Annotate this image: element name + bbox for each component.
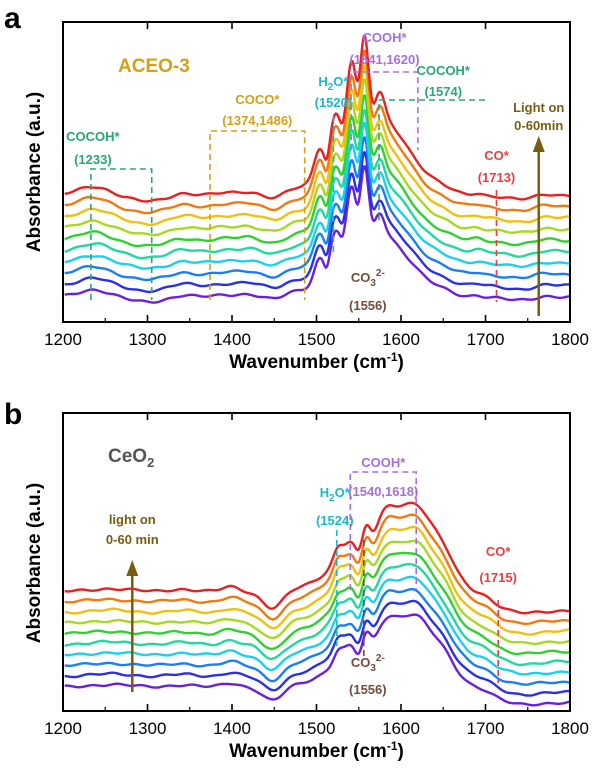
annotation-co-value: (1713) <box>478 170 516 185</box>
x-axis-title: Wavenumber (cm-1) <box>229 739 404 762</box>
light-label-line1: light on <box>109 512 156 527</box>
spectrum-line-2 <box>64 599 570 697</box>
y-axis-title: Absorbance (a.u.) <box>24 483 45 643</box>
spectrum-line-2 <box>64 151 570 294</box>
spectrum-line-8 <box>64 525 570 636</box>
x-tick-label: 1600 <box>382 330 420 349</box>
spectrum-line-5 <box>64 563 570 667</box>
panel-a: a 1200 1300 1400 1500 1600 1700 1800 Wavenumber … <box>4 2 589 373</box>
x-tick-label: 1300 <box>129 719 167 738</box>
spectrum-line-5 <box>64 109 570 260</box>
spectrum-line-1 <box>64 613 570 707</box>
spectrum-line-4 <box>64 575 570 676</box>
spectrum-line-1 <box>64 165 570 304</box>
spectrum-line-6 <box>64 551 570 656</box>
chart-title: ACEO-3 <box>118 56 190 77</box>
y-axis-title: Absorbance (a.u.) <box>24 92 45 252</box>
annotation-co-label: CO* <box>486 544 512 559</box>
chart-title: CeO2 <box>108 446 154 470</box>
x-tick-label: 1800 <box>551 330 589 349</box>
annotation-co3-label: CO32- <box>351 268 385 289</box>
x-tick-label: 1500 <box>298 719 336 738</box>
annotation-cocoh-right-bracket <box>378 99 486 220</box>
annotation-co-value: (1715) <box>479 570 517 585</box>
panel-letter: a <box>4 2 21 35</box>
x-axis-title: Wavenumber (cm-1) <box>229 350 404 373</box>
panel-letter: b <box>4 398 22 431</box>
annotation-cocoh-left-value: (1233) <box>74 152 112 167</box>
x-tick-label: 1700 <box>467 719 505 738</box>
annotation-cooh-value: (1540,1618) <box>348 484 418 499</box>
spectrum-line-3 <box>64 588 570 686</box>
x-tick-label: 1300 <box>129 330 167 349</box>
annotation-co3-value: (1556) <box>349 682 387 697</box>
light-arrow-head <box>532 136 545 152</box>
light-arrow-head <box>126 560 139 576</box>
x-tick-label: 1700 <box>467 330 505 349</box>
spectrum-line-10 <box>64 34 570 203</box>
spectrum-line-6 <box>64 94 570 248</box>
panel-b: b 1200 1300 1400 1500 1600 1700 1800 Wavenumber … <box>4 398 589 762</box>
light-label-line2: 0-60min <box>514 118 563 133</box>
x-tick-label: 1200 <box>44 719 82 738</box>
x-tick-label: 1600 <box>382 719 420 738</box>
annotation-coco-bracket <box>209 130 306 300</box>
spectrum-line-8 <box>64 64 570 227</box>
light-label-line2: 0-60 min <box>106 532 159 547</box>
annotation-cooh-bracket <box>349 471 418 590</box>
x-tick-label: 1200 <box>44 330 82 349</box>
annotation-coco-label: COCO* <box>235 92 280 107</box>
annotation-cocoh-right-label: COCOH* <box>417 63 471 78</box>
spectrum-line-9 <box>64 49 570 215</box>
annotation-co3-value: (1556) <box>349 298 387 313</box>
annotation-cocoh-right-value: (1574) <box>424 84 462 99</box>
annotation-cooh-value: (1541,1620) <box>349 52 419 67</box>
annotation-cocoh-left-label: COCOH* <box>66 129 120 144</box>
annotation-cooh-label: COOH* <box>362 30 407 45</box>
spectra <box>64 34 570 304</box>
annotation-h2o-value: (1520) <box>315 95 353 110</box>
annotation-cooh-label: COOH* <box>361 455 406 470</box>
x-tick-label: 1400 <box>213 330 251 349</box>
annotation-h2o-label: H2O* <box>320 485 351 504</box>
light-label-line1: Light on <box>513 100 564 115</box>
spectrum-line-7 <box>64 539 570 646</box>
annotation-cocoh-left-bracket <box>90 168 153 300</box>
x-tick-label: 1400 <box>213 719 251 738</box>
spectrum-line-7 <box>64 78 570 237</box>
annotation-coco-value: (1374,1486) <box>222 113 292 128</box>
annotation-co3-label: CO32- <box>351 653 385 674</box>
annotation-h2o-value: (1524) <box>316 513 354 528</box>
x-tick-label: 1800 <box>551 719 589 738</box>
annotation-h2o-label: H2O* <box>318 74 349 93</box>
spectrum-line-3 <box>64 136 570 282</box>
annotation-cooh-bracket <box>350 71 419 150</box>
x-tick-label: 1500 <box>298 330 336 349</box>
spectrum-line-4 <box>64 121 570 270</box>
spectra <box>64 501 570 707</box>
spectrum-line-9 <box>64 513 570 626</box>
annotation-co-label: CO* <box>484 148 510 163</box>
spectrum-line-10 <box>64 501 570 615</box>
